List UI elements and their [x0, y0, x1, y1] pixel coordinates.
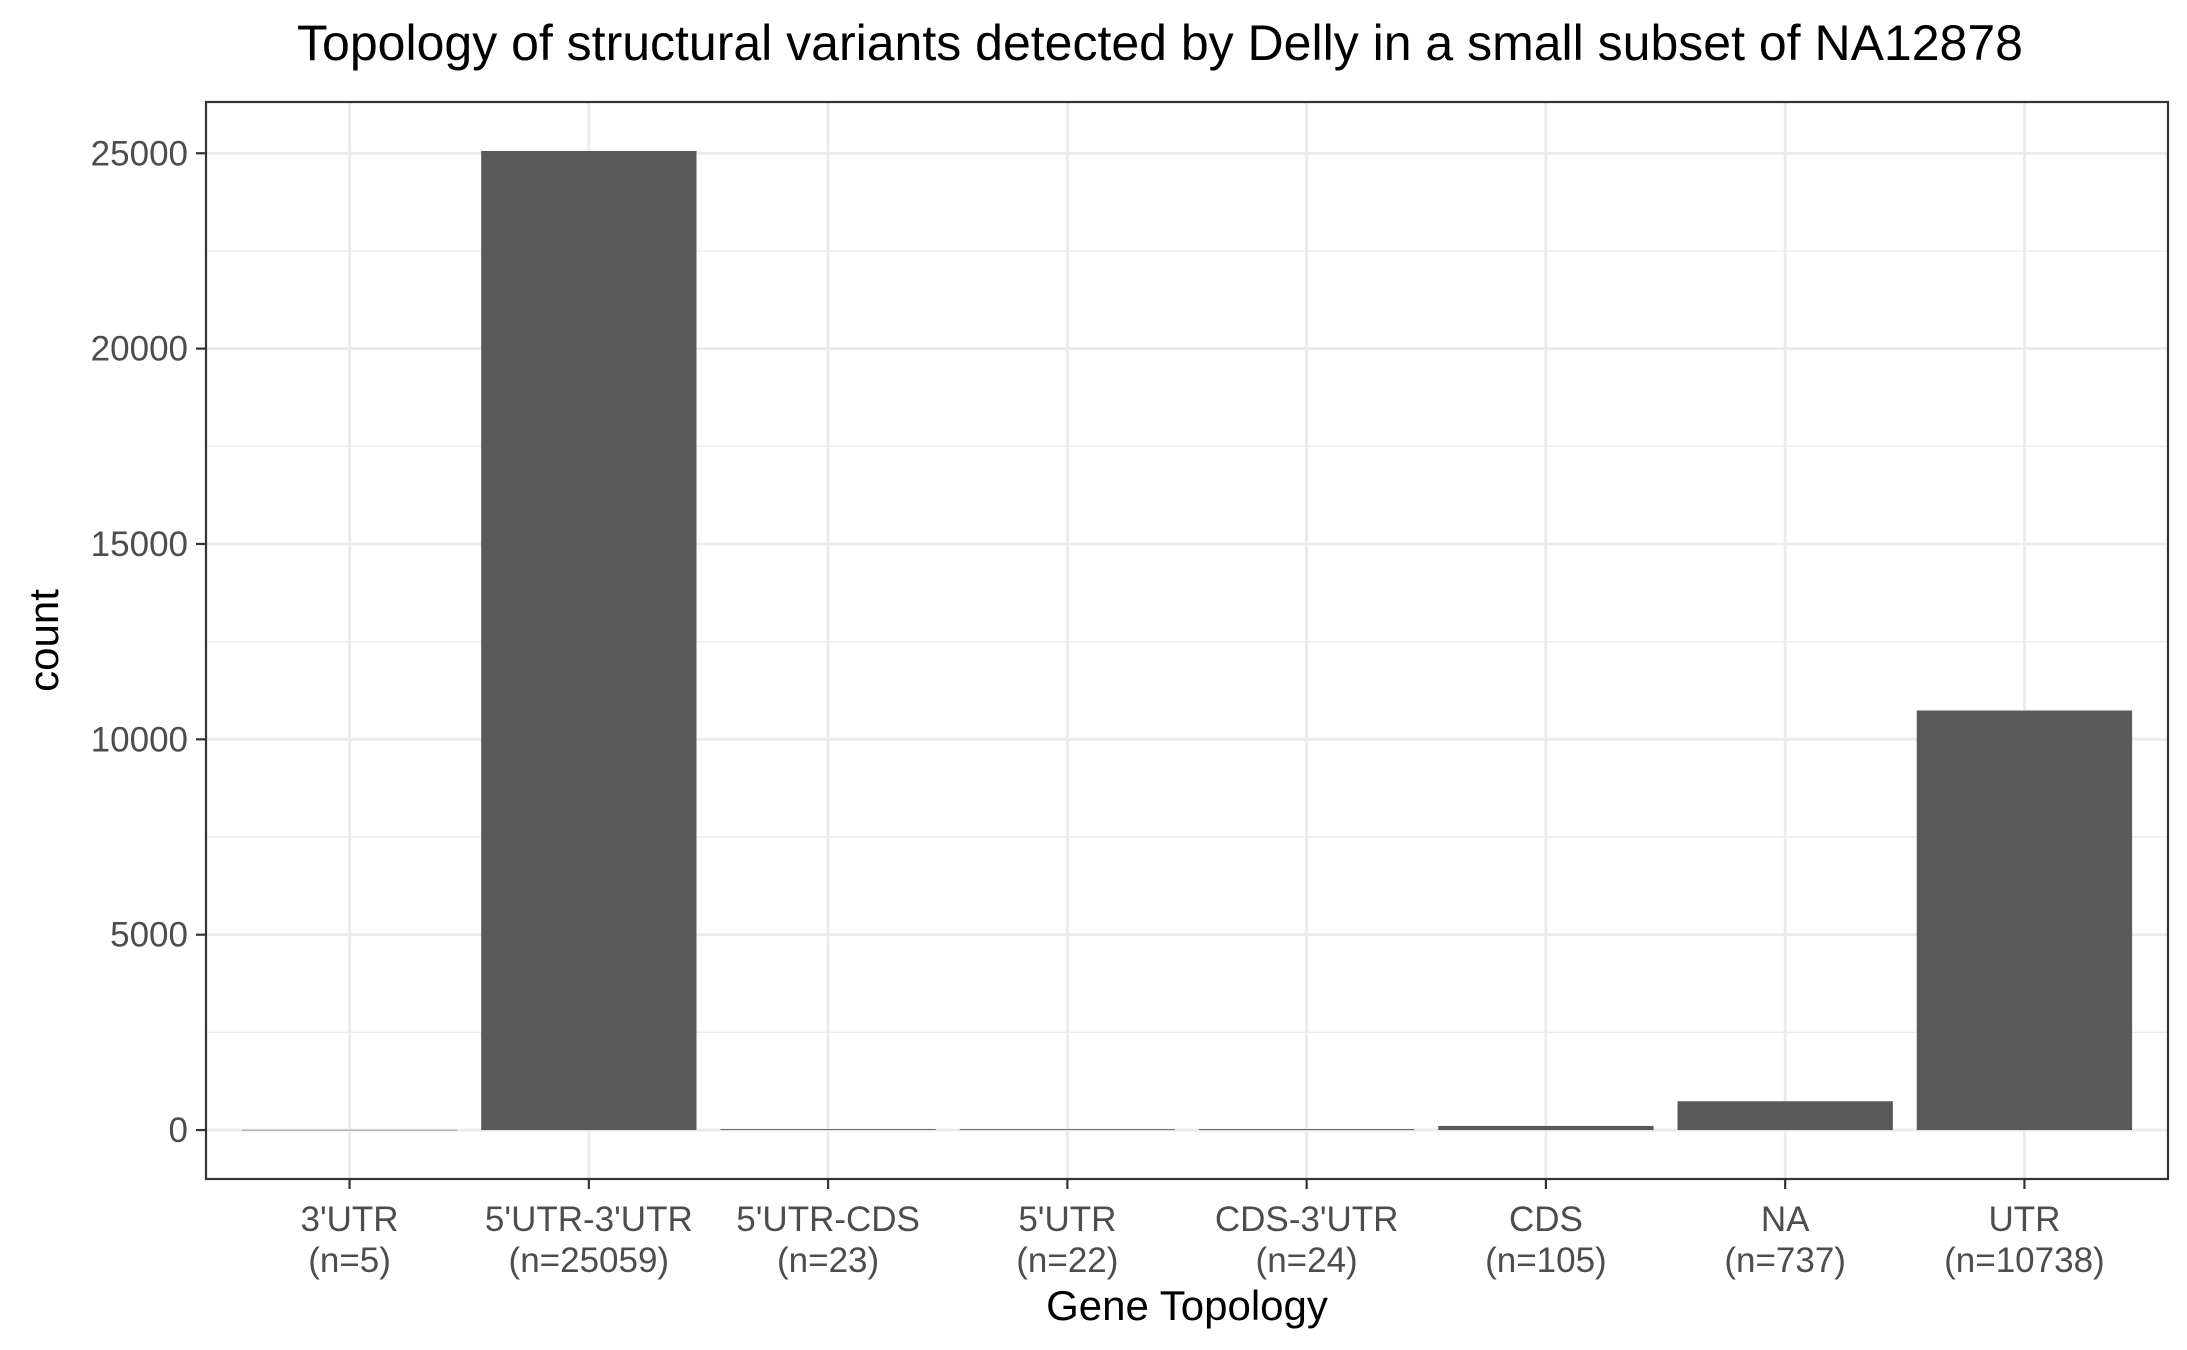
x-tick-label: UTR	[1988, 1200, 2060, 1239]
x-tick-label: 5'UTR	[1018, 1200, 1116, 1239]
y-tick-label: 10000	[91, 720, 188, 759]
bar-6	[1438, 1125, 1654, 1131]
x-tick-count-label: (n=25059)	[509, 1241, 670, 1280]
y-tick-label: 5000	[110, 916, 188, 955]
x-tick-count-label: (n=737)	[1724, 1241, 1846, 1280]
y-axis-title: count	[20, 589, 67, 692]
x-tick-count-label: (n=5)	[308, 1241, 391, 1280]
y-tick-label: 20000	[91, 330, 188, 369]
x-tick-count-label: (n=23)	[777, 1241, 879, 1280]
x-tick-label: 5'UTR-3'UTR	[485, 1200, 693, 1239]
y-tick-label: 25000	[91, 134, 188, 173]
bars	[241, 150, 2133, 1131]
bar-8	[1916, 710, 2133, 1131]
bar-4	[959, 1129, 1176, 1131]
y-tick-label: 0	[169, 1111, 188, 1150]
x-tick-label: 5'UTR-CDS	[736, 1200, 920, 1239]
chart-title: Topology of structural variants detected…	[297, 15, 2023, 71]
axes: 0 5000 10000 15000 20000 25000 3'UTR(n=5) 5'UTR…	[91, 134, 2105, 1280]
y-tick-label: 15000	[91, 525, 188, 564]
bar-3	[720, 1129, 936, 1131]
bar-1	[241, 1129, 458, 1131]
x-tick-count-label: (n=10738)	[1944, 1241, 2105, 1280]
bar-2	[481, 150, 697, 1131]
x-tick-count-label: (n=24)	[1256, 1241, 1358, 1280]
x-tick-count-label: (n=22)	[1016, 1241, 1118, 1280]
x-axis-title: Gene Topology	[1046, 1282, 1328, 1329]
x-tick-label: NA	[1761, 1200, 1810, 1239]
x-tick-count-label: (n=105)	[1485, 1241, 1607, 1280]
x-tick-label: CDS-3'UTR	[1215, 1200, 1399, 1239]
x-tick-label: 3'UTR	[301, 1200, 399, 1239]
bar-5	[1198, 1129, 1415, 1131]
x-tick-label: CDS	[1509, 1200, 1583, 1239]
bar-7	[1677, 1101, 1893, 1131]
plot-panel-border	[204, 100, 2170, 1181]
